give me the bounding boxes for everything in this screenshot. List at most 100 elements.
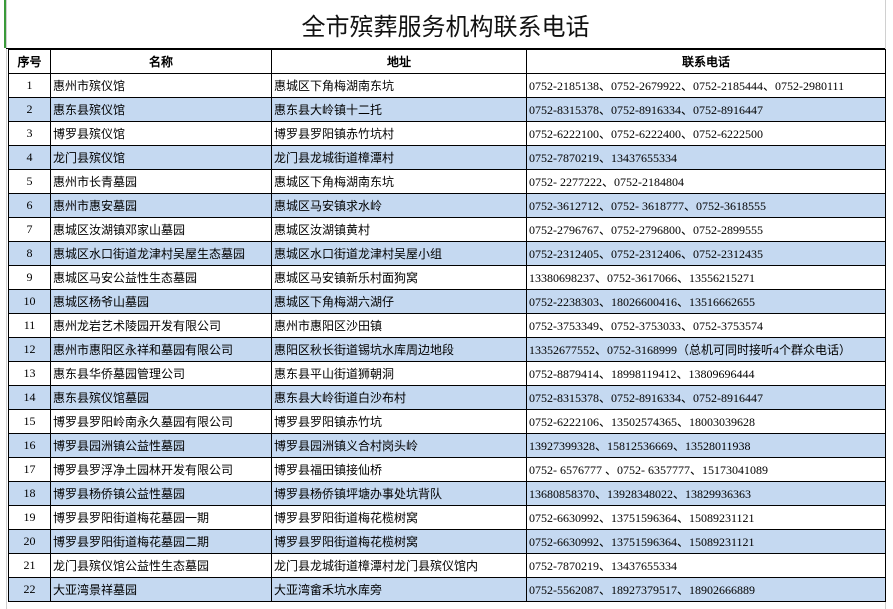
header-name[interactable]: 名称 — [50, 49, 272, 74]
cell-address[interactable]: 龙门县龙城街道樟潭村龙门县殡仪馆内 — [271, 553, 527, 578]
cell-address[interactable]: 惠城区马安镇新乐村面狗窝 — [271, 265, 527, 290]
cell-phone[interactable]: 0752-6630992、13751596364、15089231121 — [526, 505, 886, 530]
cell-phone[interactable]: 0752- 6576777 、0752- 6357777、15173041089 — [526, 457, 886, 482]
cell-phone[interactable]: 13380698237、0752-3617066、13556215271 — [526, 265, 886, 290]
cell-name[interactable]: 博罗县罗阳街道梅花墓园一期 — [50, 505, 272, 530]
cell-phone[interactable]: 0752-2312405、0752-2312406、0752-2312435 — [526, 241, 886, 266]
table-row: 3 博罗县殡仪馆 博罗县罗阳镇赤竹坑村 0752-6222100、0752-62224… — [8, 121, 886, 146]
cell-address[interactable]: 博罗县杨侨镇坪塘办事处坑背队 — [271, 481, 527, 506]
cell-no[interactable]: 1 — [8, 73, 51, 98]
table-row: 4 龙门县殡仪馆 龙门县龙城街道樟潭村 0752-7870219、1343765533… — [8, 145, 886, 170]
cell-no[interactable]: 5 — [8, 169, 51, 194]
cell-name[interactable]: 博罗县杨侨镇公益性墓园 — [50, 481, 272, 506]
cell-name[interactable]: 惠东县殡仪馆墓园 — [50, 385, 272, 410]
cell-name[interactable]: 惠东县殡仪馆 — [50, 97, 272, 122]
cell-address[interactable]: 博罗县罗阳镇赤竹坑村 — [271, 121, 527, 146]
table-row: 11 惠州龙岩艺术陵园开发有限公司 惠州市惠阳区沙田镇 0752-3753349、07… — [8, 313, 886, 338]
cell-address[interactable]: 惠州市惠阳区沙田镇 — [271, 313, 527, 338]
cell-phone[interactable]: 0752-3753349、0752-3753033、0752-3753574 — [526, 313, 886, 338]
cell-name[interactable]: 惠城区杨爷山墓园 — [50, 289, 272, 314]
cell-phone[interactable]: 0752-8315378、0752-8916334、0752-8916447 — [526, 97, 886, 122]
cell-phone[interactable]: 0752-7870219、13437655334 — [526, 145, 886, 170]
cell-no[interactable]: 9 — [8, 265, 51, 290]
table-row: 1 惠州市殡仪馆 惠城区下角梅湖南东坑 0752-2185138、0752-26799… — [8, 73, 886, 98]
cell-address[interactable]: 惠阳区秋长街道锡坑水库周边地段 — [271, 337, 527, 362]
cell-address[interactable]: 大亚湾畲禾坑水库旁 — [271, 577, 527, 602]
cell-name[interactable]: 惠东县华侨墓园管理公司 — [50, 361, 272, 386]
cell-name[interactable]: 惠州龙岩艺术陵园开发有限公司 — [50, 313, 272, 338]
cell-phone[interactable]: 0752-8315378、0752-8916334、0752-8916447 — [526, 385, 886, 410]
cell-address[interactable]: 惠城区下角梅湖六湖仔 — [271, 289, 527, 314]
cell-phone[interactable]: 0752-5562087、18927379517、18902666889 — [526, 577, 886, 602]
cell-name[interactable]: 惠城区马安公益性生态墓园 — [50, 265, 272, 290]
cell-phone[interactable]: 0752-2238303、18026600416、13516662655 — [526, 289, 886, 314]
cell-address[interactable]: 博罗县罗阳镇赤竹坑 — [271, 409, 527, 434]
cell-phone[interactable]: 13927399328、15812536669、13528011938 — [526, 433, 886, 458]
cell-phone[interactable]: 13352677552、0752-3168999（总机可同时接听4个群众电话） — [526, 337, 886, 362]
cell-address[interactable]: 惠东县平山街道狮朝洞 — [271, 361, 527, 386]
cell-address[interactable]: 惠东县大岭镇十二托 — [271, 97, 527, 122]
header-phone[interactable]: 联系电话 — [526, 49, 886, 74]
cell-no[interactable]: 3 — [8, 121, 51, 146]
cell-name[interactable]: 博罗县罗阳街道梅花墓园二期 — [50, 529, 272, 554]
cell-address[interactable]: 惠城区水口街道龙津村吴屋小组 — [271, 241, 527, 266]
cell-no[interactable]: 15 — [8, 409, 51, 434]
cell-no[interactable]: 6 — [8, 193, 51, 218]
contact-table: 序号 名称 地址 联系电话 1 惠州市殡仪馆 惠城区下角梅湖南东坑 0752-2185… — [8, 49, 886, 602]
cell-address[interactable]: 惠城区下角梅湖南东坑 — [271, 73, 527, 98]
cell-phone[interactable]: 0752-2796767、0752-2796800、0752-2899555 — [526, 217, 886, 242]
cell-phone[interactable]: 0752-6222106、13502574365、18003039628 — [526, 409, 886, 434]
cell-name[interactable]: 博罗县殡仪馆 — [50, 121, 272, 146]
cell-name[interactable]: 龙门县殡仪馆 — [50, 145, 272, 170]
cell-address[interactable]: 博罗县罗阳街道梅花榄树窝 — [271, 505, 527, 530]
cell-no[interactable]: 10 — [8, 289, 51, 314]
table-row: 16 博罗县园洲镇公益性墓园 博罗县园洲镇义合村岗头岭 13927399328、158… — [8, 433, 886, 458]
cell-no[interactable]: 8 — [8, 241, 51, 266]
cell-no[interactable]: 4 — [8, 145, 51, 170]
cell-no[interactable]: 18 — [8, 481, 51, 506]
cell-phone[interactable]: 0752-3612712、0752- 3618777、0752-3618555 — [526, 193, 886, 218]
cell-address[interactable]: 惠城区下角梅湖南东坑 — [271, 169, 527, 194]
cell-address[interactable]: 惠城区汝湖镇黄村 — [271, 217, 527, 242]
cell-phone[interactable]: 0752-2185138、0752-2679922、0752-2185444、0… — [526, 73, 886, 98]
cell-no[interactable]: 2 — [8, 97, 51, 122]
cell-phone[interactable]: 0752-7870219、13437655334 — [526, 553, 886, 578]
cell-phone[interactable]: 0752-6222100、0752-6222400、0752-6222500 — [526, 121, 886, 146]
cell-name[interactable]: 惠州市长青墓园 — [50, 169, 272, 194]
cell-phone[interactable]: 0752-8879414、18998119412、13809696444 — [526, 361, 886, 386]
cell-no[interactable]: 14 — [8, 385, 51, 410]
cell-address[interactable]: 惠东县大岭街道白沙布村 — [271, 385, 527, 410]
cell-address[interactable]: 龙门县龙城街道樟潭村 — [271, 145, 527, 170]
cell-no[interactable]: 20 — [8, 529, 51, 554]
cell-no[interactable]: 16 — [8, 433, 51, 458]
table-row: 20 博罗县罗阳街道梅花墓园二期 博罗县罗阳街道梅花榄树窝 0752-6630992、… — [8, 529, 886, 554]
cell-phone[interactable]: 0752- 2277222、0752-2184804 — [526, 169, 886, 194]
cell-no[interactable]: 19 — [8, 505, 51, 530]
cell-no[interactable]: 17 — [8, 457, 51, 482]
cell-name[interactable]: 龙门县殡仪馆公益性生态墓园 — [50, 553, 272, 578]
cell-no[interactable]: 22 — [8, 577, 51, 602]
cell-address[interactable]: 博罗县园洲镇义合村岗头岭 — [271, 433, 527, 458]
cell-no[interactable]: 11 — [8, 313, 51, 338]
cell-address[interactable]: 惠城区马安镇求水岭 — [271, 193, 527, 218]
cell-no[interactable]: 12 — [8, 337, 51, 362]
cell-name[interactable]: 惠城区水口街道龙津村吴屋生态墓园 — [50, 241, 272, 266]
cell-no[interactable]: 21 — [8, 553, 51, 578]
cell-name[interactable]: 惠城区汝湖镇邓家山墓园 — [50, 217, 272, 242]
cell-no[interactable]: 13 — [8, 361, 51, 386]
cell-no[interactable]: 7 — [8, 217, 51, 242]
cell-name[interactable]: 惠州市殡仪馆 — [50, 73, 272, 98]
cell-name[interactable]: 博罗县罗浮净土园林开发有限公司 — [50, 457, 272, 482]
header-no[interactable]: 序号 — [8, 49, 51, 74]
cell-name[interactable]: 惠州市惠安墓园 — [50, 193, 272, 218]
cell-address[interactable]: 博罗县福田镇接仙桥 — [271, 457, 527, 482]
cell-name[interactable]: 惠州市惠阳区永祥和墓园有限公司 — [50, 337, 272, 362]
cell-name[interactable]: 博罗县园洲镇公益性墓园 — [50, 433, 272, 458]
cell-address[interactable]: 博罗县罗阳街道梅花榄树窝 — [271, 529, 527, 554]
cell-name[interactable]: 博罗县罗阳岭南永久墓园有限公司 — [50, 409, 272, 434]
cell-phone[interactable]: 0752-6630992、13751596364、15089231121 — [526, 529, 886, 554]
header-address[interactable]: 地址 — [271, 49, 527, 74]
cell-phone[interactable]: 13680858370、13928348022、13829936363 — [526, 481, 886, 506]
cell-name[interactable]: 大亚湾景祥墓园 — [50, 577, 272, 602]
table-row: 19 博罗县罗阳街道梅花墓园一期 博罗县罗阳街道梅花榄树窝 0752-6630992、… — [8, 505, 886, 530]
